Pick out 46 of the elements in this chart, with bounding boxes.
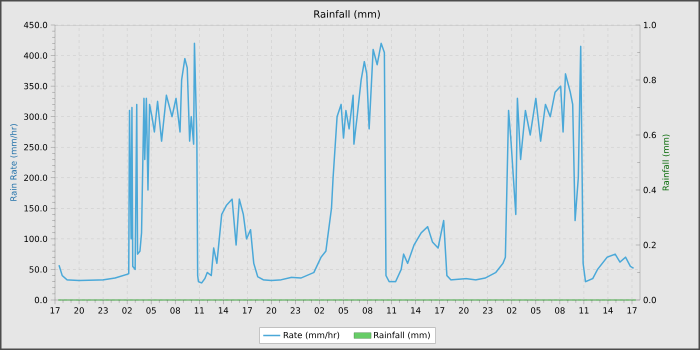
y2-tick-label: 0.6	[644, 132, 656, 138]
x-tick-label: 17	[50, 307, 60, 314]
x-tick-label: 14	[604, 307, 613, 314]
y-axis-title: Rain Rate (mm/hr)	[10, 124, 18, 201]
x-tick-label: 20	[458, 307, 469, 314]
x-tick-label: 11	[194, 307, 204, 314]
x-tick-label: 23	[482, 307, 492, 314]
legend-label: Rate (mm/hr)	[284, 332, 340, 340]
y-tick-label: 150.0	[24, 205, 48, 212]
x-tick-label: 23	[290, 307, 300, 314]
y-tick-label: 50.0	[30, 266, 48, 273]
y-tick-label: 450.0	[24, 22, 48, 28]
x-tick-label: 14	[411, 307, 421, 314]
y-tick-label: 250.0	[24, 144, 48, 150]
y-tick-label: 0.0	[34, 296, 48, 304]
x-tick-label: 11	[579, 307, 589, 314]
x-tick-label: 23	[98, 307, 108, 314]
x-tick-label: 02	[122, 307, 132, 314]
y-tick-label: 100.0	[24, 236, 48, 242]
y-tick-label: 300.0	[24, 113, 48, 120]
y-tick-label: 350.0	[24, 82, 48, 90]
x-tick-label: 20	[74, 307, 84, 314]
y2-tick-label: 0.4	[644, 186, 656, 194]
x-tick-label: 05	[146, 307, 156, 314]
y2-tick-label: 0.2	[644, 242, 656, 248]
x-tick-label: 17	[628, 307, 637, 314]
y-tick-label: 400.0	[24, 52, 48, 59]
legend-label: Rainfall (mm)	[374, 332, 430, 340]
y2-tick-label: 0.0	[644, 296, 656, 304]
x-tick-label: 17	[242, 307, 252, 314]
x-tick-label: 02	[506, 307, 516, 314]
y2-tick-label: 1.0	[644, 22, 656, 28]
y2-axis-title: Rainfall (mm)	[662, 134, 670, 190]
chart-title: Rainfall (mm)	[314, 10, 380, 19]
y-tick-label: 200.0	[24, 174, 48, 181]
y2-tick-label: 0.8	[644, 76, 656, 84]
x-tick-label: 05	[338, 307, 348, 314]
x-tick-label: 14	[218, 307, 228, 314]
x-tick-label: 05	[531, 307, 540, 314]
x-tick-label: 11	[387, 307, 396, 314]
x-tick-label: 17	[435, 307, 444, 314]
x-tick-label: 08	[362, 307, 372, 314]
x-tick-label: 08	[555, 307, 565, 314]
x-tick-label: 02	[314, 307, 324, 314]
x-tick-label: 20	[266, 307, 276, 314]
x-tick-label: 08	[170, 307, 180, 314]
